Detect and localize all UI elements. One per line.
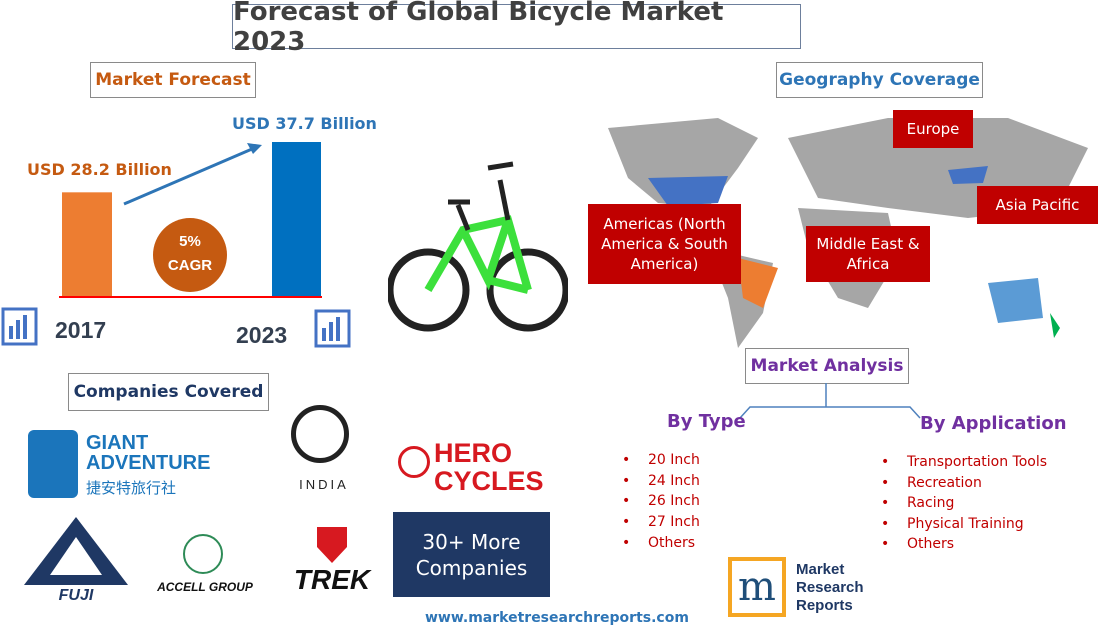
type-item: 27 Inch <box>622 514 700 530</box>
analysis-connector <box>739 383 921 419</box>
forecast-chart <box>1 142 351 348</box>
fuji-mountain-icon <box>24 517 128 585</box>
giant-logo: GIANT ADVENTURE 捷安特旅行社 <box>28 430 228 500</box>
accell-emblem-icon <box>183 534 223 574</box>
application-item: Recreation <box>881 475 982 491</box>
mrr-text-3: Reports <box>796 597 853 614</box>
value-label-2017: USD 28.2 Billion <box>27 160 172 179</box>
region-middle-east-africa: Middle East & Africa <box>806 226 930 282</box>
ti-india-logo: INDIA <box>285 405 363 497</box>
cagr-circle <box>153 218 227 292</box>
companies-covered-heading: Companies Covered <box>68 373 269 411</box>
type-item: 20 Inch <box>622 452 700 468</box>
growth-arrow <box>123 147 253 206</box>
type-item: Others <box>622 535 695 551</box>
giant-badge-icon <box>28 430 78 498</box>
application-item: Others <box>881 536 954 552</box>
bicycle-image <box>388 161 568 332</box>
hero-logo: HERO CYCLES <box>398 440 560 496</box>
mrr-text-2: Research <box>796 579 864 596</box>
chart-icon-left <box>1 307 38 346</box>
chart-icon-right <box>314 309 351 348</box>
application-item: Transportation Tools <box>881 454 1047 470</box>
ti-circle-icon <box>291 405 349 463</box>
giant-chinese: 捷安特旅行社 <box>86 480 177 497</box>
application-item: Physical Training <box>881 516 1024 532</box>
mrr-logo: m Market Research Reports <box>728 557 868 621</box>
region-americas: Americas (North America & South America) <box>588 204 741 284</box>
accell-text: ACCELL GROUP <box>157 580 253 594</box>
by-type-label: By Type <box>667 411 746 432</box>
hero-name: HERO <box>434 438 513 468</box>
application-item: Racing <box>881 495 955 511</box>
trek-logo: TREK <box>273 525 391 597</box>
market-analysis-heading: Market Analysis <box>745 348 909 384</box>
website-link[interactable]: www.marketresearchreports.com <box>425 610 689 626</box>
type-item: 26 Inch <box>622 493 700 509</box>
arrow-head <box>247 143 262 154</box>
giant-adventure: ADVENTURE <box>86 452 211 474</box>
fuji-logo: FUJI <box>22 515 130 605</box>
more-companies-box: 30+ More Companies <box>393 512 550 597</box>
hero-cycles: CYCLES <box>434 466 544 496</box>
hero-emblem-icon <box>398 446 430 478</box>
ti-india-text: INDIA <box>299 477 349 492</box>
geography-coverage-heading: Geography Coverage <box>776 62 983 98</box>
bar-2017 <box>62 192 112 296</box>
cagr-value: 5% <box>179 233 201 250</box>
region-asia-pacific: Asia Pacific <box>977 186 1098 224</box>
accell-logo: ACCELL GROUP <box>155 530 255 598</box>
cagr-label: CAGR <box>167 257 213 274</box>
by-application-label: By Application <box>920 413 1067 434</box>
year-2023: 2023 <box>236 322 288 348</box>
type-item: 24 Inch <box>622 473 700 489</box>
fuji-text: FUJI <box>58 587 94 604</box>
value-label-2023: USD 37.7 Billion <box>232 114 377 133</box>
year-2017: 2017 <box>55 317 107 343</box>
mrr-text-1: Market <box>796 561 845 578</box>
region-europe: Europe <box>893 110 973 148</box>
market-forecast-heading: Market Forecast <box>90 62 256 98</box>
giant-name: GIANT <box>86 432 149 454</box>
bar-2023 <box>272 142 321 296</box>
trek-shield-icon <box>317 527 347 563</box>
trek-text: TREK <box>293 564 371 595</box>
mrr-m-icon: m <box>728 557 786 617</box>
